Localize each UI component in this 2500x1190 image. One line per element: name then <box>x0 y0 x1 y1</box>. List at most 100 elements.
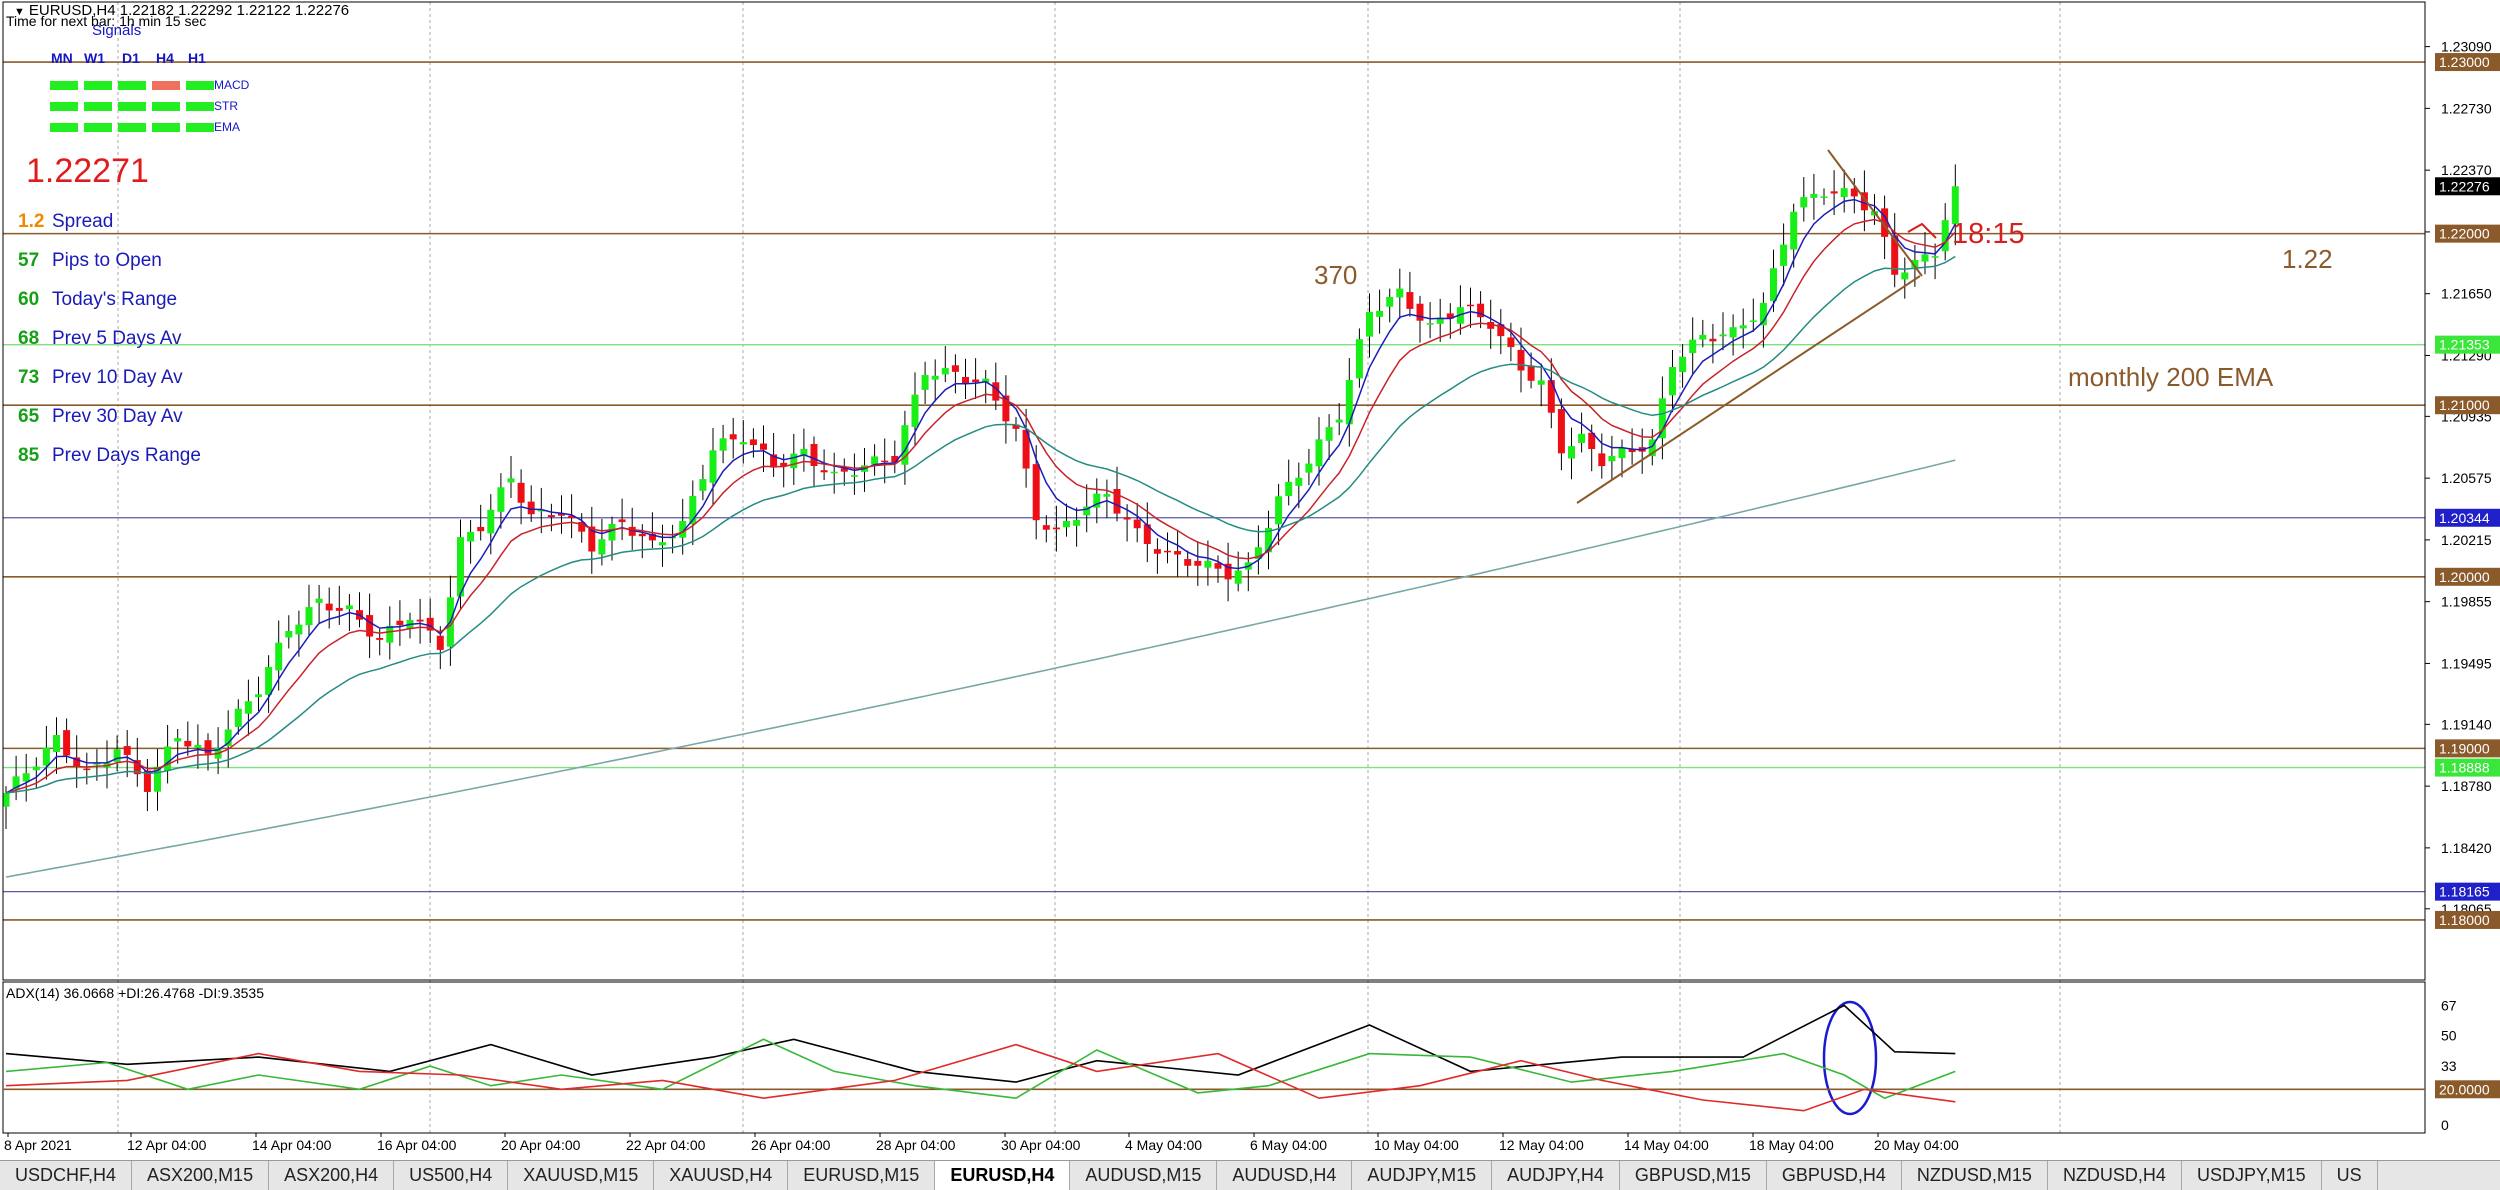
price-badge-label: 1.22276 <box>2439 178 2490 194</box>
candle-body <box>537 509 545 512</box>
signal-indicator-block <box>118 123 146 132</box>
candle-body <box>376 637 384 640</box>
candle-body <box>113 749 121 762</box>
symbol-tab[interactable]: NZDUSD,H4 <box>2048 1161 2182 1190</box>
candle-body <box>366 615 374 637</box>
symbol-tab[interactable]: USDCHF,H4 <box>0 1161 133 1190</box>
candle-body <box>1648 439 1656 457</box>
symbol-tab[interactable]: AUDUSD,H4 <box>1217 1161 1353 1190</box>
candle-body <box>224 729 232 747</box>
candle-body <box>1275 496 1283 525</box>
candle-body <box>1487 322 1495 329</box>
candle-body <box>1153 549 1161 554</box>
candle-body <box>1517 349 1525 371</box>
candle-body <box>154 766 161 792</box>
y-axis-label: 1.22730 <box>2441 100 2492 116</box>
ascending-trendline <box>1576 275 1921 504</box>
symbol-tab[interactable]: XAUUSD,H4 <box>654 1161 789 1190</box>
symbol-tab[interactable]: XAUUSD,M15 <box>508 1161 655 1190</box>
candle-body <box>335 607 343 611</box>
symbol-tab[interactable]: US <box>2322 1161 2378 1190</box>
signals-title: Signals <box>92 22 142 39</box>
symbol-tab-bar: USDCHF,H4 ASX200,M15 ASX200,H4 US500,H4 XAUU… <box>0 1160 2500 1190</box>
adx-title: ADX(14) 36.0668 +DI:26.4768 -DI:9.3535 <box>6 985 264 1001</box>
signal-indicator-block <box>152 102 180 111</box>
stat-value: 57 <box>18 250 40 271</box>
x-axis-label: 28 Apr 04:00 <box>876 1137 956 1153</box>
y-axis-label: 1.18780 <box>2441 778 2492 794</box>
candle-body <box>1022 429 1030 469</box>
stat-label: Pips to Open <box>52 250 162 271</box>
candle-body <box>648 533 656 541</box>
price-badge-label: 1.18000 <box>2439 912 2490 928</box>
candle-body <box>1184 559 1192 566</box>
candle-body <box>1416 303 1424 321</box>
candle-body <box>1608 455 1616 462</box>
signal-indicator-block <box>186 123 214 132</box>
adx-series-di <box>5 1038 1956 1100</box>
candle-body <box>1467 304 1474 307</box>
price-badge <box>2435 53 2500 72</box>
adx-y-axis-label: 0 <box>2441 1117 2449 1133</box>
symbol-tab[interactable]: AUDJPY,H4 <box>1492 1161 1620 1190</box>
stat-value: 1.2 <box>18 211 45 232</box>
symbol-tab[interactable]: GBPUSD,H4 <box>1767 1161 1902 1190</box>
symbol-tab[interactable]: ASX200,H4 <box>269 1161 395 1190</box>
candle-body <box>255 694 262 698</box>
candle-body <box>1305 463 1313 473</box>
price-badge-label: 1.20000 <box>2439 569 2490 585</box>
price-badge <box>2435 910 2500 929</box>
candle-body <box>1083 506 1091 516</box>
symbol-tab[interactable]: EURUSD,M15 <box>788 1161 936 1190</box>
symbol-tab[interactable]: ASX200,M15 <box>132 1161 270 1190</box>
candle-body <box>1366 311 1373 337</box>
candle-body <box>739 442 747 445</box>
candle-body <box>1093 493 1101 508</box>
candle-body <box>962 376 969 384</box>
stat-label: Prev 10 Day Av <box>52 367 183 388</box>
candle-body <box>1113 488 1121 514</box>
candle-body <box>1376 310 1384 317</box>
candle-body <box>679 520 687 538</box>
candle-body <box>1406 292 1414 309</box>
symbol-tab[interactable]: NZDUSD,M15 <box>1902 1161 2048 1190</box>
candle-body <box>588 526 596 552</box>
chart-title-text: EURUSD,H4 1.22182 1.22292 1.22122 1.2227… <box>28 2 350 19</box>
candle-body <box>820 470 828 473</box>
x-axis-label: 18 May 04:00 <box>1749 1137 1834 1153</box>
candle-body <box>770 454 778 468</box>
x-axis-label: 12 May 04:00 <box>1499 1137 1584 1153</box>
symbol-tab[interactable]: AUDUSD,M15 <box>1070 1161 1218 1190</box>
adx-y-axis-label: 50 <box>2441 1028 2457 1044</box>
signal-indicator-block <box>84 102 112 111</box>
candle-body <box>840 468 848 472</box>
candle-body <box>1164 550 1171 553</box>
symbol-tab[interactable]: USDJPY,M15 <box>2182 1161 2322 1190</box>
candle-body <box>1355 339 1363 379</box>
symbol-tab[interactable]: AUDJPY,M15 <box>1352 1161 1493 1190</box>
y-axis-label: 1.23090 <box>2441 39 2492 55</box>
symbol-tab[interactable]: US500,H4 <box>394 1161 509 1190</box>
candle-body <box>2 792 10 807</box>
ema-line-5 <box>5 198 1956 794</box>
next-bar-timer: Time for next bar: 1h min 15 sec <box>6 13 207 29</box>
signal-indicator-block <box>152 123 180 132</box>
current-price-display: 1.22271 <box>26 152 149 190</box>
price-badge-label: 20.0000 <box>2439 1081 2490 1097</box>
candle-body <box>285 631 293 638</box>
candle-body <box>760 443 767 450</box>
price-badge <box>2435 739 2500 758</box>
symbol-tab[interactable]: EURUSD,H4 <box>935 1161 1071 1190</box>
candle-body <box>386 625 394 643</box>
candle-body <box>1214 563 1222 569</box>
timer-arrow-icon <box>1907 222 1937 239</box>
symbol-tab[interactable]: GBPUSD,M15 <box>1620 1161 1767 1190</box>
y-axis-label: 1.19495 <box>2441 655 2492 671</box>
candle-body <box>1052 527 1060 530</box>
candle-body <box>1800 197 1808 208</box>
candle-body <box>729 434 737 440</box>
candle-body <box>1234 570 1242 584</box>
candle-body <box>194 744 202 748</box>
candle-body <box>1012 424 1020 429</box>
